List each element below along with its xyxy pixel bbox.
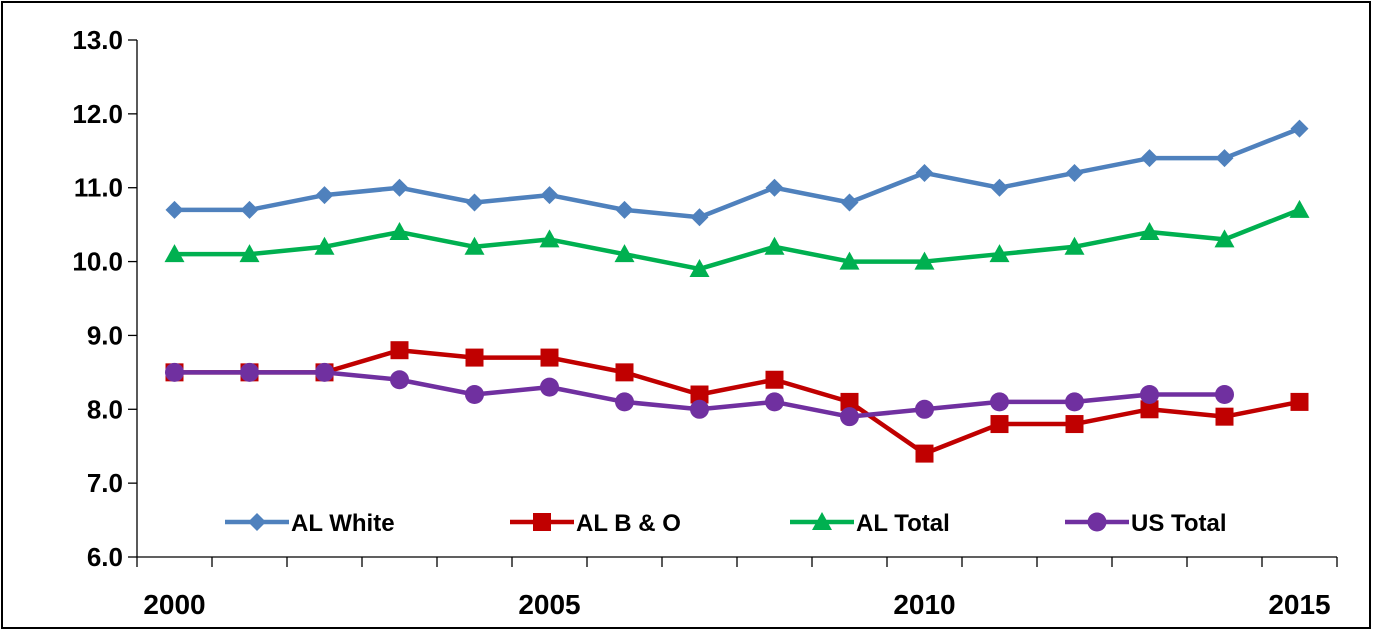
legend-marker-us-total [1087,512,1107,532]
data-point-al-white [1065,163,1084,182]
data-point-al-total [614,244,635,263]
x-tick-label: 2015 [1268,589,1330,620]
y-tick-label: 7.0 [87,468,123,498]
data-point-al-total [1064,236,1085,255]
data-point-al-total [914,251,935,270]
data-point-al-white [1215,149,1234,168]
data-point-us-total [990,392,1009,412]
data-point-us-total [615,392,634,412]
data-point-al-total [839,251,860,270]
data-point-al-total [389,222,410,241]
data-point-al-total [314,236,335,255]
data-point-al-b-o [465,348,484,367]
data-point-al-white [240,200,259,219]
data-point-al-white [1140,149,1159,168]
x-tick-label: 2010 [893,589,955,620]
x-tick-label: 2000 [143,589,205,620]
data-point-al-b-o [915,444,934,463]
data-point-al-total [764,236,785,255]
data-point-al-white [390,178,409,197]
series-line-al-b-o [174,347,1300,456]
legend-label-al-white: AL White [291,510,395,537]
y-tick-label: 8.0 [87,394,123,424]
y-tick-label: 9.0 [87,320,123,350]
data-point-al-white [615,200,634,219]
legend-label-al-total: AL Total [856,510,950,537]
data-point-al-b-o [840,392,859,411]
y-tick-label: 13.0 [72,25,123,55]
legend-label-us-total: US Total [1131,510,1227,537]
y-tick-label: 6.0 [87,542,123,572]
data-point-al-total [1139,222,1160,241]
data-point-us-total [1215,385,1234,405]
data-point-al-b-o [1290,392,1309,411]
data-point-al-total [689,258,710,277]
data-point-al-b-o [1065,415,1084,434]
data-point-al-b-o [690,385,709,404]
x-tick-label: 2005 [518,589,580,620]
data-point-al-white [990,178,1009,197]
legend-marker-al-total [812,512,832,530]
data-point-us-total [1140,385,1159,405]
data-point-al-b-o [540,348,559,367]
data-point-al-b-o [615,363,634,382]
data-point-al-total [239,244,260,263]
data-point-al-total [1214,229,1235,248]
series-line-al-white [174,126,1301,220]
legend-label-al-b-o: AL B & O [576,510,681,537]
data-point-us-total [915,399,934,419]
data-point-al-b-o [1215,407,1234,426]
data-point-us-total [390,370,409,390]
data-point-us-total [240,362,259,382]
legend-marker-al-b-o [533,513,551,531]
data-point-us-total [315,362,334,382]
data-point-al-total [1289,199,1310,218]
data-point-al-total [464,236,485,255]
data-point-al-white [765,178,784,197]
data-point-us-total [1065,392,1084,412]
data-point-al-white [915,163,934,182]
data-point-us-total [765,392,784,412]
y-tick-label: 11.0 [74,173,123,203]
legend-marker-al-white [248,513,266,531]
data-point-al-white [540,186,559,205]
series-line-al-total [174,207,1301,272]
data-point-us-total [540,377,559,397]
data-point-us-total [840,407,859,427]
data-point-al-total [539,229,560,248]
data-point-al-total [164,244,185,263]
data-point-al-b-o [765,370,784,389]
data-point-al-white [840,193,859,212]
data-point-us-total [690,399,709,419]
data-point-al-white [690,208,709,227]
data-point-us-total [465,385,484,405]
y-tick-label: 10.0 [72,247,123,277]
data-point-al-b-o [1140,400,1159,419]
data-point-al-white [1290,119,1309,138]
data-point-us-total [165,362,184,382]
data-point-al-b-o [390,341,409,360]
data-point-al-white [315,186,334,205]
data-point-al-b-o [990,415,1009,434]
data-point-al-white [165,200,184,219]
y-tick-label: 12.0 [72,99,123,129]
data-point-al-total [989,244,1010,263]
data-point-al-white [465,193,484,212]
